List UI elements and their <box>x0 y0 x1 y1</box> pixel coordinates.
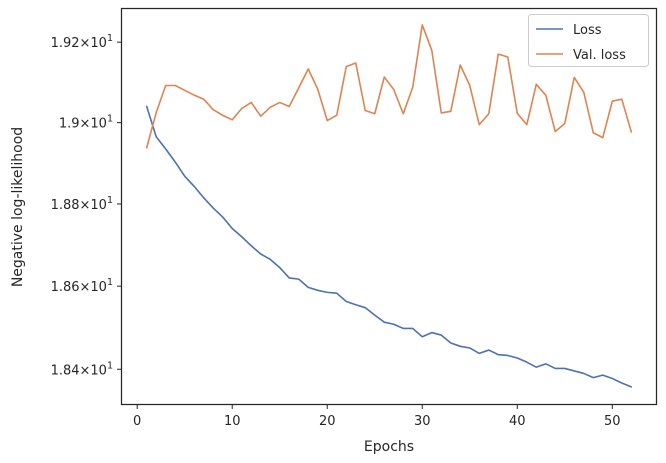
y-tick-label: 1.86×101 <box>51 277 113 295</box>
x-tick-label: 20 <box>319 414 336 429</box>
series-line-val-loss <box>145 24 633 149</box>
legend-label-val-loss: Val. loss <box>573 48 626 63</box>
y-axis-label: Negative log-likelihood <box>10 127 26 287</box>
x-tick-label: 40 <box>509 414 526 429</box>
x-tick-label: 30 <box>414 414 431 429</box>
y-axis: 1.84×101 1.86×101 1.88×101 1.9×101 1.92×101 <box>51 33 122 378</box>
y-tick-label: 1.84×101 <box>51 360 113 378</box>
plot-frame <box>120 7 658 406</box>
legend-label-loss: Loss <box>573 23 602 38</box>
legend: Loss Val. loss <box>528 14 649 67</box>
series-line-loss <box>145 105 633 388</box>
x-axis: 0 10 20 30 40 50 <box>133 404 621 429</box>
x-tick-label: 10 <box>224 414 241 429</box>
series-layer <box>145 24 633 388</box>
x-axis-label: Epochs <box>364 439 414 455</box>
y-tick-label: 1.9×101 <box>59 114 113 132</box>
y-tick-label: 1.88×101 <box>51 195 113 213</box>
x-tick-label: 50 <box>604 414 621 429</box>
y-tick-label: 1.92×101 <box>51 33 113 51</box>
x-tick-label: 0 <box>133 414 141 429</box>
